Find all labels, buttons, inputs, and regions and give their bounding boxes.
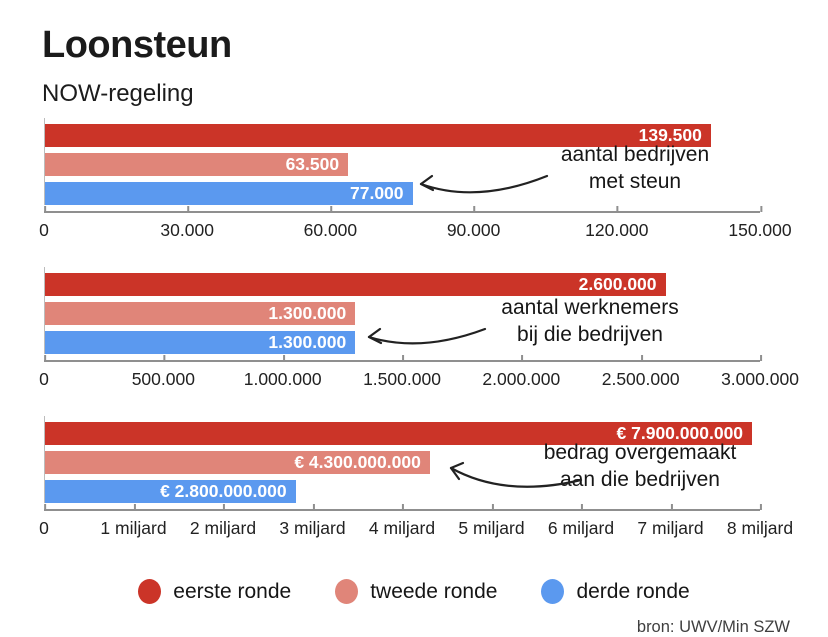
bar-tweede-ronde: € 4.300.000.000 bbox=[45, 451, 430, 474]
legend-swatch-circle-icon bbox=[138, 579, 162, 604]
annotation-line: bij die bedrijven bbox=[517, 322, 663, 346]
source-credit: bron: UWV/Min SZW bbox=[636, 618, 790, 636]
chart-aantal-werknemers: 2.600.000 1.300.000 1.300.000 aantal wer… bbox=[39, 267, 828, 396]
bar-value-label: 77.000 bbox=[350, 183, 404, 203]
axis-tick: 2.500.000 bbox=[601, 355, 680, 389]
legend-label: eerste ronde bbox=[173, 579, 292, 603]
bar-eerste-ronde: 2.600.000 bbox=[45, 273, 666, 296]
axis-tick: 0 bbox=[39, 504, 49, 538]
legend: eerste ronde tweede ronde derde ronde bbox=[42, 579, 786, 604]
bar-value-label: 139.500 bbox=[638, 125, 702, 145]
axis-tick: 1.500.000 bbox=[363, 355, 441, 389]
chart-aantal-bedrijven: 139.500 63.500 77.000 aantal bedrijven m… bbox=[39, 118, 828, 247]
bar-row: 63.500 bbox=[45, 153, 761, 176]
legend-item-derde-ronde: derde ronde bbox=[541, 579, 690, 604]
bar-eerste-ronde: € 7.900.000.000 bbox=[45, 422, 753, 445]
legend-swatch-circle-icon bbox=[335, 579, 359, 604]
charts-area: 139.500 63.500 77.000 aantal bedrijven m… bbox=[39, 118, 828, 545]
bar-row: 139.500 bbox=[45, 124, 761, 147]
x-axis: 0 500.000 1.000.000 1.500.000 2.000.000 … bbox=[39, 355, 799, 396]
bar-row: € 2.800.000.000 bbox=[45, 480, 761, 503]
bar-row: 77.000 bbox=[45, 182, 761, 205]
annotation-line: aantal bedrijven bbox=[560, 143, 710, 166]
x-axis: 0 30.000 60.000 90.000 120.000 150.000 bbox=[39, 206, 792, 247]
bar-value-label: € 4.300.000.000 bbox=[294, 452, 421, 472]
annotation-line: bedrag overgemaakt bbox=[543, 441, 737, 464]
x-axis: 0 1 miljard 2 miljard 3 miljard 4 miljar… bbox=[39, 504, 793, 545]
legend-label: derde ronde bbox=[576, 579, 690, 603]
axis-tick: 1 miljard bbox=[100, 504, 167, 538]
axis-tick: 60.000 bbox=[303, 206, 358, 240]
axis-tick: 120.000 bbox=[585, 206, 649, 240]
chart-annotation: aantal bedrijven met steun bbox=[515, 142, 755, 196]
plot-area: 139.500 63.500 77.000 aantal bedrijven m… bbox=[44, 118, 761, 205]
bar-row: 1.300.000 bbox=[45, 302, 761, 325]
bar-tweede-ronde: 1.300.000 bbox=[45, 302, 356, 325]
axis-tick: 2 miljard bbox=[189, 504, 257, 538]
bar-value-label: 1.300.000 bbox=[268, 303, 347, 323]
bar-derde-ronde: € 2.800.000.000 bbox=[45, 480, 296, 503]
page-title: Loonsteun bbox=[42, 24, 232, 66]
bar-value-label: € 2.800.000.000 bbox=[160, 481, 287, 501]
bar-derde-ronde: 77.000 bbox=[45, 182, 413, 205]
axis-tick: 3 miljard bbox=[279, 504, 346, 538]
bar-value-label: 63.500 bbox=[285, 154, 340, 174]
bar-row: 1.300.000 bbox=[45, 331, 761, 354]
axis-tick: 1.000.000 bbox=[243, 355, 322, 389]
bar-derde-ronde: 1.300.000 bbox=[45, 331, 356, 354]
axis-tick: 8 miljard bbox=[726, 504, 794, 538]
axis-tick: 500.000 bbox=[131, 355, 195, 389]
legend-item-eerste-ronde: eerste ronde bbox=[138, 579, 291, 604]
legend-label: tweede ronde bbox=[370, 579, 498, 603]
annotation-line: met steun bbox=[588, 169, 682, 193]
bar-value-label: € 7.900.000.000 bbox=[616, 423, 744, 443]
annotation-arrow-icon bbox=[419, 174, 549, 194]
annotation-line: aan die bedrijven bbox=[560, 467, 720, 491]
axis-tick: 0 bbox=[39, 355, 49, 389]
annotation-line: aantal werknemers bbox=[501, 296, 679, 319]
axis-tick: 150.000 bbox=[728, 206, 792, 240]
annotation-arrow-icon bbox=[449, 461, 583, 488]
axis-tick: 6 miljard bbox=[547, 504, 615, 538]
axis-tick: 90.000 bbox=[446, 206, 501, 240]
bar-row: 2.600.000 bbox=[45, 273, 761, 296]
plot-area: € 7.900.000.000 € 4.300.000.000 € 2.800.… bbox=[44, 416, 761, 503]
axis-tick: 7 miljard bbox=[637, 504, 704, 538]
chart-bedrag-overgemaakt: € 7.900.000.000 € 4.300.000.000 € 2.800.… bbox=[39, 416, 828, 545]
bar-value-label: 2.600.000 bbox=[578, 274, 657, 294]
axis-tick: 5 miljard bbox=[458, 504, 525, 538]
plot-area: 2.600.000 1.300.000 1.300.000 aantal wer… bbox=[44, 267, 761, 354]
bar-tweede-ronde: 63.500 bbox=[45, 153, 349, 176]
axis-tick: 0 bbox=[39, 206, 49, 240]
bar-row: € 7.900.000.000 bbox=[45, 422, 761, 445]
chart-annotation: bedrag overgemaakt aan die bedrijven bbox=[515, 440, 765, 494]
chart-annotation: aantal werknemers bij die bedrijven bbox=[465, 295, 715, 349]
legend-swatch-circle-icon bbox=[541, 579, 565, 604]
page-subtitle: NOW-regeling bbox=[42, 80, 194, 107]
annotation-arrow-icon bbox=[367, 327, 487, 345]
axis-tick: 2.000.000 bbox=[482, 355, 561, 389]
axis-tick: 3.000.000 bbox=[721, 355, 799, 389]
bar-value-label: 1.300.000 bbox=[268, 332, 347, 352]
bar-eerste-ronde: 139.500 bbox=[45, 124, 711, 147]
axis-tick: 30.000 bbox=[160, 206, 214, 240]
legend-item-tweede-ronde: tweede ronde bbox=[335, 579, 497, 604]
axis-tick: 4 miljard bbox=[368, 504, 436, 538]
bar-row: € 4.300.000.000 bbox=[45, 451, 761, 474]
